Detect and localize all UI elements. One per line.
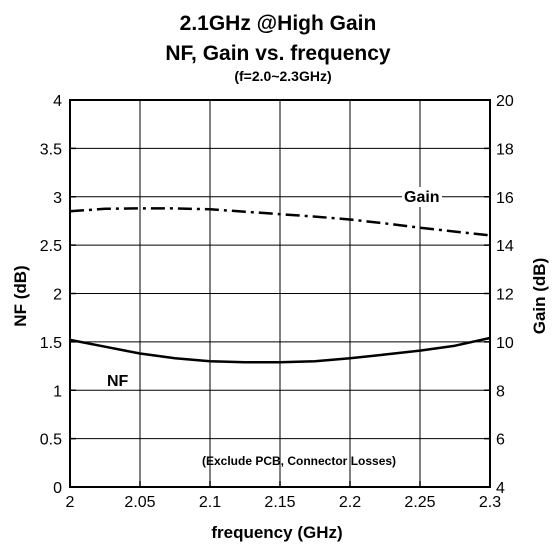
y-right-tick-label: 16 (496, 190, 514, 207)
chart-title-line1: 2.1GHz @High Gain (180, 12, 377, 35)
y-left-tick-label: 1.5 (40, 335, 62, 352)
y-right-tick-label: 20 (496, 93, 514, 110)
x-tick-label: 2.1 (199, 494, 221, 511)
gain-series-annotation: Gain (402, 187, 442, 207)
chart-subtitle: (f=2.0~2.3GHz) (234, 68, 331, 84)
x-tick-label: 2.3 (479, 494, 501, 511)
x-tick-label: 2.2 (339, 494, 361, 511)
chart-title-line2: NF, Gain vs. frequency (165, 42, 391, 65)
tick-labels: 2 2.05 2.1 2.15 2.2 2.25 2.3 0 0.5 1 1.5 2 2.5 3 3.5 4 4… (40, 93, 514, 511)
y-left-tick-label: 3.5 (40, 141, 62, 158)
x-tick-label: 2.05 (124, 494, 155, 511)
y-right-tick-label: 18 (496, 141, 514, 158)
y-axis-right-label: Gain (dB) (530, 258, 549, 335)
x-tick-label: 2 (66, 494, 75, 511)
y-left-tick-label: 2.5 (40, 238, 62, 255)
gain-annotation-text: Gain (404, 189, 440, 206)
x-tick-label: 2.25 (404, 494, 435, 511)
y-left-tick-label: 0 (53, 480, 62, 497)
y-right-tick-label: 14 (496, 238, 514, 255)
y-right-tick-label: 10 (496, 335, 514, 352)
y-left-tick-label: 2 (53, 287, 62, 304)
gain-annotation-background (402, 187, 442, 207)
x-tick-label: 2.15 (264, 494, 295, 511)
y-left-tick-label: 4 (53, 93, 62, 110)
x-axis-label: frequency (GHz) (211, 523, 342, 542)
y-right-tick-label: 12 (496, 287, 514, 304)
y-left-tick-label: 0.5 (40, 432, 62, 449)
grid-lines (70, 100, 490, 487)
losses-note: (Exclude PCB, Connector Losses) (202, 454, 396, 468)
nf-series-annotation: NF (107, 373, 129, 390)
gain-series-line (69, 207, 491, 237)
series-layer (69, 207, 491, 364)
y-right-tick-label: 6 (496, 432, 505, 449)
y-axis-left-label: NF (dB) (11, 265, 30, 326)
y-left-tick-label: 3 (53, 190, 62, 207)
nf-series-line (69, 336, 491, 364)
tick-marks (69, 99, 491, 488)
y-right-tick-label: 4 (496, 480, 505, 497)
y-left-tick-label: 1 (53, 383, 62, 400)
y-right-tick-label: 8 (496, 383, 505, 400)
